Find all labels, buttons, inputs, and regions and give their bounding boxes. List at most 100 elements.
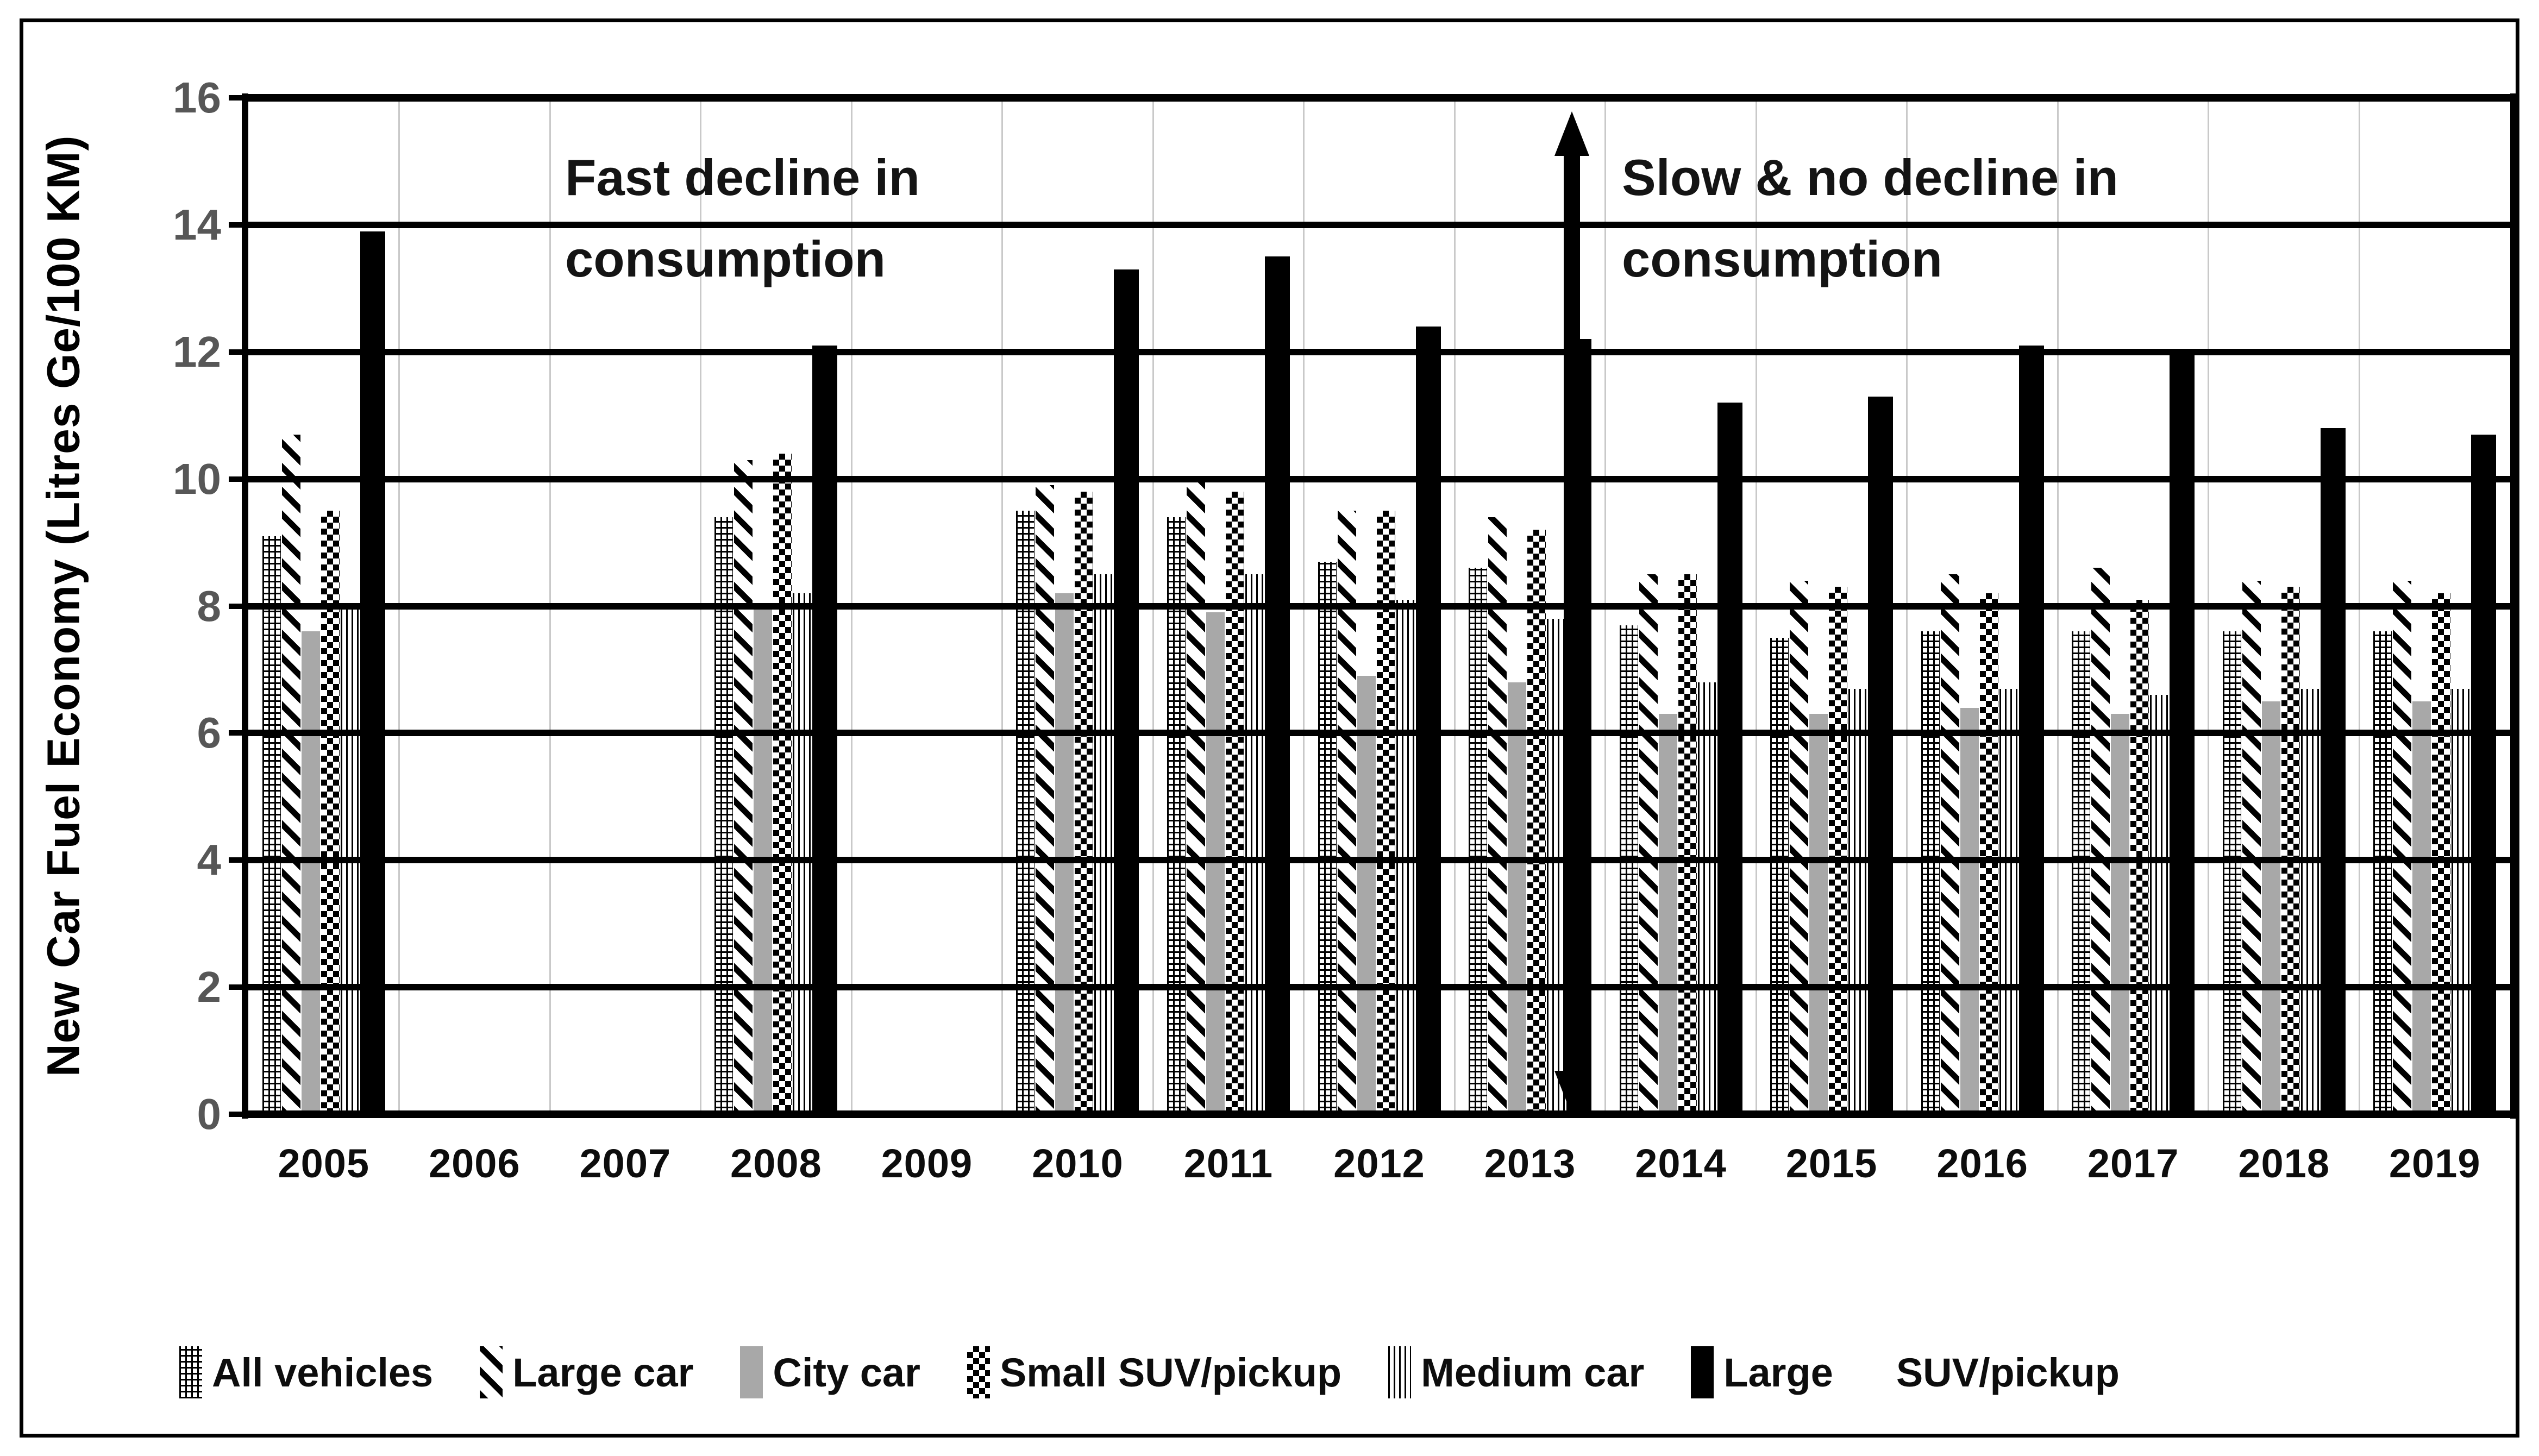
gridline-0: [244, 1110, 2515, 1118]
gridline-10: [244, 475, 2515, 482]
bar-2019-all-vehicles: [2373, 631, 2392, 1114]
bar-2017-city-car: [2111, 714, 2130, 1114]
bar-2010-small-suv-pickup: [1075, 492, 1094, 1114]
bar-2015-all-vehicles: [1770, 637, 1789, 1114]
bar-2011-large-car: [1186, 479, 1205, 1114]
y-tick-14: [229, 222, 248, 228]
x-label-2013: 2013: [1484, 1141, 1576, 1186]
bar-2011-all-vehicles: [1167, 517, 1186, 1114]
gridline-2: [244, 984, 2515, 991]
gridline-8: [244, 603, 2515, 610]
bar-2008-large-car: [734, 460, 753, 1114]
y-tick-label-8: 8: [197, 581, 222, 630]
bar-2018-large-car: [2242, 580, 2261, 1114]
x-label-2009: 2009: [881, 1141, 973, 1186]
legend-label: Small SUV/pickup: [999, 1350, 1342, 1395]
y-tick-2: [229, 984, 248, 990]
bar-2013-medium-car: [1547, 618, 1566, 1114]
gridline-16: [244, 94, 2515, 102]
plot-right-border: [2510, 93, 2517, 1119]
bar-2005-large-suv-pickup: [360, 231, 385, 1114]
bar-2010-medium-car: [1094, 574, 1113, 1114]
annotation-slow-line2: consumption: [1622, 230, 1943, 287]
bar-2016-small-suv-pickup: [1979, 593, 1998, 1114]
y-axis-title: New Car Fuel Economy (Litres Ge/100 KM): [37, 135, 89, 1077]
bar-2015-medium-car: [1848, 688, 1867, 1114]
gridline-14: [244, 221, 2515, 228]
bar-2011-small-suv-pickup: [1225, 492, 1244, 1114]
gridline-6: [244, 730, 2515, 737]
legend-swatch-grid-icon: [179, 1346, 202, 1398]
bar-2012-all-vehicles: [1318, 561, 1337, 1114]
bar-2011-large-suv-pickup: [1264, 256, 1290, 1114]
plot-left-border: [242, 93, 248, 1119]
y-tick-16: [229, 95, 248, 101]
legend-label: SUV/pickup: [1896, 1350, 2120, 1395]
bar-2019-large-car: [2393, 580, 2412, 1114]
bar-2018-large-suv-pickup: [2320, 428, 2346, 1114]
bar-2018-all-vehicles: [2222, 631, 2241, 1114]
annotation-fast-decline: Fast decline in consumption: [565, 137, 920, 300]
x-label-2010: 2010: [1032, 1141, 1124, 1186]
y-tick-label-0: 0: [197, 1090, 222, 1138]
y-tick-label-6: 6: [197, 708, 222, 757]
bar-2015-small-suv-pickup: [1829, 587, 1848, 1114]
bar-2018-small-suv-pickup: [2281, 587, 2300, 1114]
bar-2016-all-vehicles: [1921, 631, 1940, 1114]
x-label-2011: 2011: [1183, 1141, 1274, 1186]
bar-2015-large-suv-pickup: [1868, 396, 1894, 1114]
bar-2017-large-car: [2091, 568, 2110, 1114]
legend-label: Large car: [512, 1350, 694, 1395]
annotation-fast-line2: consumption: [565, 230, 886, 287]
bar-2015-city-car: [1809, 714, 1828, 1114]
bar-2013-city-car: [1508, 682, 1527, 1114]
y-tick-10: [229, 476, 248, 482]
legend-label: Large: [1723, 1350, 1833, 1395]
legend: All vehicles Large car City car Small SUV/p…: [179, 1346, 2120, 1398]
y-tick-12: [229, 349, 248, 355]
bar-2010-all-vehicles: [1016, 511, 1035, 1114]
bar-2013-all-vehicles: [1469, 568, 1488, 1114]
y-tick-label-10: 10: [173, 454, 221, 503]
legend-item-city-car: City car: [740, 1346, 920, 1398]
x-label-2017: 2017: [2087, 1141, 2179, 1186]
annotation-slow-no-decline: Slow & no decline in consumption: [1622, 137, 2118, 300]
bar-2010-large-car: [1036, 485, 1055, 1114]
bar-2005-all-vehicles: [262, 536, 281, 1114]
legend-swatch-diagonal-icon: [480, 1346, 503, 1398]
bar-2012-large-car: [1337, 511, 1356, 1114]
bar-2012-large-suv-pickup: [1415, 326, 1441, 1114]
legend-item-large: Large: [1691, 1346, 1833, 1398]
bar-2014-city-car: [1658, 714, 1677, 1114]
bar-2018-city-car: [2261, 701, 2280, 1114]
x-label-2019: 2019: [2388, 1141, 2481, 1186]
bar-2016-city-car: [1960, 707, 1979, 1114]
arrow-up-head: [1554, 111, 1589, 156]
legend-label: All vehicles: [212, 1350, 434, 1395]
arrow-down-head: [1554, 1071, 1589, 1115]
bar-2005-city-car: [301, 631, 320, 1114]
legend-swatch-vlines-icon: [1388, 1346, 1412, 1398]
x-label-2015: 2015: [1785, 1141, 1878, 1186]
y-tick-label-14: 14: [173, 200, 221, 249]
gridline-4: [244, 857, 2515, 864]
bar-2013-small-suv-pickup: [1527, 530, 1546, 1114]
x-label-2007: 2007: [579, 1141, 672, 1186]
legend-swatch-solid-gray-icon: [740, 1346, 763, 1398]
bar-2014-large-car: [1639, 574, 1658, 1114]
y-tick-6: [229, 730, 248, 736]
bar-2010-large-suv-pickup: [1114, 269, 1139, 1114]
bar-2017-medium-car: [2150, 695, 2169, 1114]
legend-label: City car: [773, 1350, 920, 1395]
bar-2005-large-car: [281, 434, 300, 1114]
annotation-fast-line1: Fast decline in: [565, 149, 920, 206]
bar-2015-large-car: [1790, 580, 1809, 1114]
bar-2005-small-suv-pickup: [321, 511, 340, 1114]
bar-2016-medium-car: [1999, 688, 2018, 1114]
bar-2017-all-vehicles: [2072, 631, 2091, 1114]
bar-2010-city-car: [1055, 593, 1074, 1114]
y-tick-0: [229, 1112, 248, 1117]
x-label-2018: 2018: [2238, 1141, 2330, 1186]
x-label-2008: 2008: [730, 1141, 822, 1186]
